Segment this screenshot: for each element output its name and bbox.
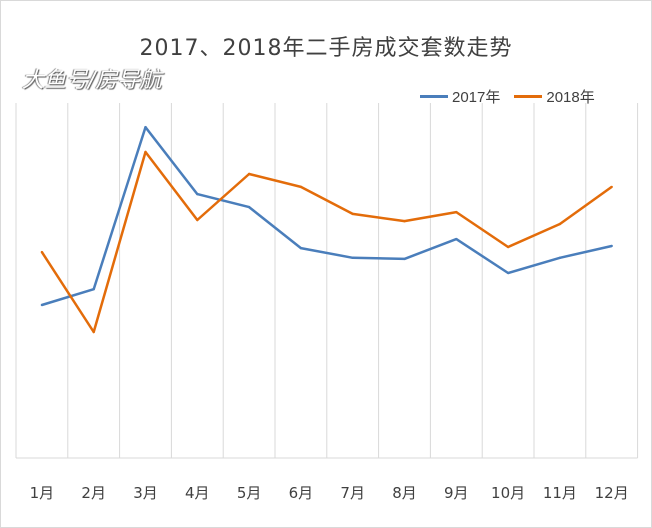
data-point — [610, 244, 613, 248]
data-point — [506, 245, 510, 249]
legend-item-2017: 2017年 — [420, 86, 500, 107]
data-point — [299, 185, 303, 189]
legend: 2017年 2018年 — [420, 86, 595, 107]
data-point — [403, 219, 406, 223]
data-point — [610, 185, 613, 189]
data-point — [506, 271, 510, 275]
series-line-2018年 — [40, 150, 613, 334]
data-point — [144, 150, 147, 154]
data-point — [299, 246, 303, 250]
x-tick-label: 12月 — [595, 484, 629, 502]
x-tick-label: 6月 — [289, 484, 314, 502]
data-point — [196, 192, 199, 196]
data-point — [351, 256, 354, 260]
data-point — [558, 222, 562, 226]
x-tick-label: 9月 — [444, 484, 469, 502]
x-tick-label: 7月 — [340, 484, 365, 502]
x-tick-label: 5月 — [237, 484, 262, 502]
data-point — [40, 303, 44, 307]
x-tick-label: 2月 — [81, 484, 106, 502]
watermark: 大鱼号/房导航 — [22, 68, 162, 93]
x-tick-label: 11月 — [543, 484, 577, 502]
data-point — [247, 172, 251, 176]
data-point — [558, 256, 562, 260]
data-point — [92, 330, 95, 334]
x-tick-label: 4月 — [185, 484, 210, 502]
data-point — [196, 218, 199, 222]
legend-label: 2017年 — [452, 89, 501, 106]
data-point — [455, 237, 458, 241]
data-point — [92, 287, 95, 291]
data-point — [247, 205, 251, 209]
legend-swatch — [514, 95, 543, 98]
series-line-2017年 — [41, 125, 612, 307]
data-point — [403, 257, 406, 261]
legend-item-2018: 2018年 — [514, 86, 595, 107]
chart-title: 2017、2018年二手房成交套数走势 — [139, 36, 513, 61]
x-tick-label: 8月 — [392, 484, 417, 502]
data-point — [455, 210, 458, 214]
legend-swatch — [420, 95, 448, 98]
x-tick-label: 3月 — [133, 484, 158, 502]
data-point — [144, 125, 147, 129]
x-tick-label: 1月 — [30, 484, 55, 502]
legend-label: 2018年 — [546, 89, 595, 106]
data-point — [351, 212, 354, 216]
data-point — [40, 250, 44, 254]
x-tick-label: 10月 — [491, 484, 525, 502]
